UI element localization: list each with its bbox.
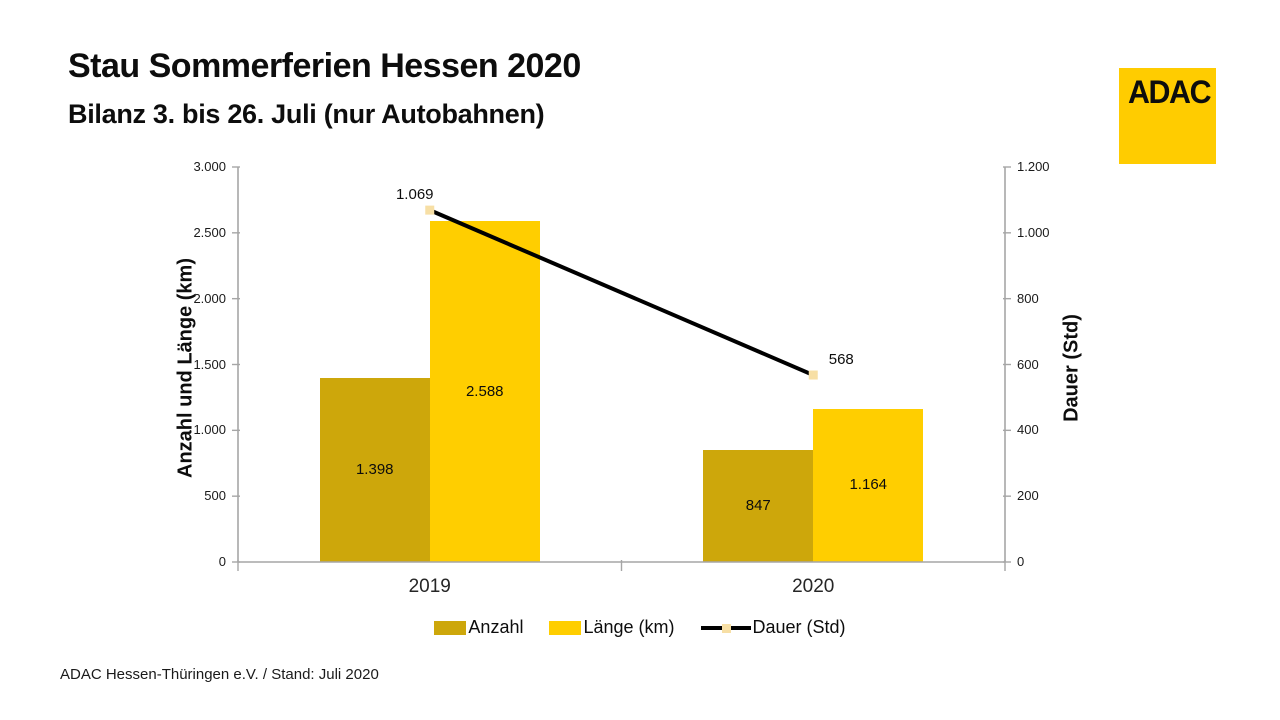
left-axis-tick-label: 2.500 — [193, 224, 226, 240]
right-axis-tick-label: 800 — [1017, 290, 1039, 306]
legend-item-laenge: Länge (km) — [549, 617, 675, 638]
right-axis-tick-label: 400 — [1017, 422, 1039, 438]
bar-value-label: 1.164 — [849, 476, 888, 494]
bar-lngekm-2020 — [813, 408, 924, 562]
bar-value-label: 2.588 — [465, 382, 504, 400]
left-axis-tick-label: 2.000 — [193, 290, 226, 306]
legend-swatch-anzahl — [434, 620, 467, 635]
legend-label-laenge: Länge (km) — [583, 617, 675, 637]
bar-value-label: 1.398 — [355, 460, 394, 478]
dauer-line-marker — [808, 370, 818, 380]
dauer-line-marker — [425, 205, 435, 215]
right-axis-tick-label: 200 — [1017, 488, 1039, 504]
right-axis-tick-label: 600 — [1017, 356, 1039, 372]
legend-label-dauer: Dauer (Std) — [752, 617, 846, 637]
footer-note: ADAC Hessen-Thüringen e.V. / Stand: Juli… — [60, 666, 379, 683]
chart-legend: Anzahl Länge (km) Dauer (Std) — [0, 617, 1280, 638]
legend-line-marker-icon — [700, 621, 751, 635]
legend-item-dauer: Dauer (Std) — [700, 617, 846, 638]
left-axis-tick-label: 0 — [218, 554, 226, 569]
adac-logo-text: ADAC — [1128, 74, 1212, 110]
x-category-label: 2019 — [408, 576, 451, 597]
right-axis-tick-label: 1.000 — [1017, 224, 1050, 240]
chart-title: Stau Sommerferien Hessen 2020 — [68, 47, 581, 85]
line-value-label: 568 — [828, 351, 854, 369]
left-axis-tick-label: 3.000 — [193, 159, 226, 174]
bar-anzahl-2020 — [703, 450, 814, 562]
left-axis-tick-label: 1.000 — [193, 422, 226, 438]
chart-subtitle: Bilanz 3. bis 26. Juli (nur Autobahnen) — [68, 99, 545, 129]
legend-label-anzahl: Anzahl — [468, 617, 524, 637]
legend-item-anzahl: Anzahl — [434, 617, 523, 638]
line-value-label: 1.069 — [395, 186, 434, 204]
left-axis-tick-label: 500 — [204, 488, 226, 504]
x-category-label: 2020 — [792, 576, 835, 597]
adac-logo: ADAC — [1119, 68, 1216, 164]
right-axis-tick-label: 0 — [1017, 554, 1025, 569]
legend-swatch-laenge — [549, 620, 582, 635]
bar-anzahl-2019 — [319, 377, 430, 562]
right-axis-tick-label: 1.200 — [1017, 159, 1050, 174]
left-axis-tick-label: 1.500 — [193, 356, 226, 372]
legend-marker-swatch — [721, 623, 731, 633]
bar-value-label: 847 — [745, 497, 771, 515]
